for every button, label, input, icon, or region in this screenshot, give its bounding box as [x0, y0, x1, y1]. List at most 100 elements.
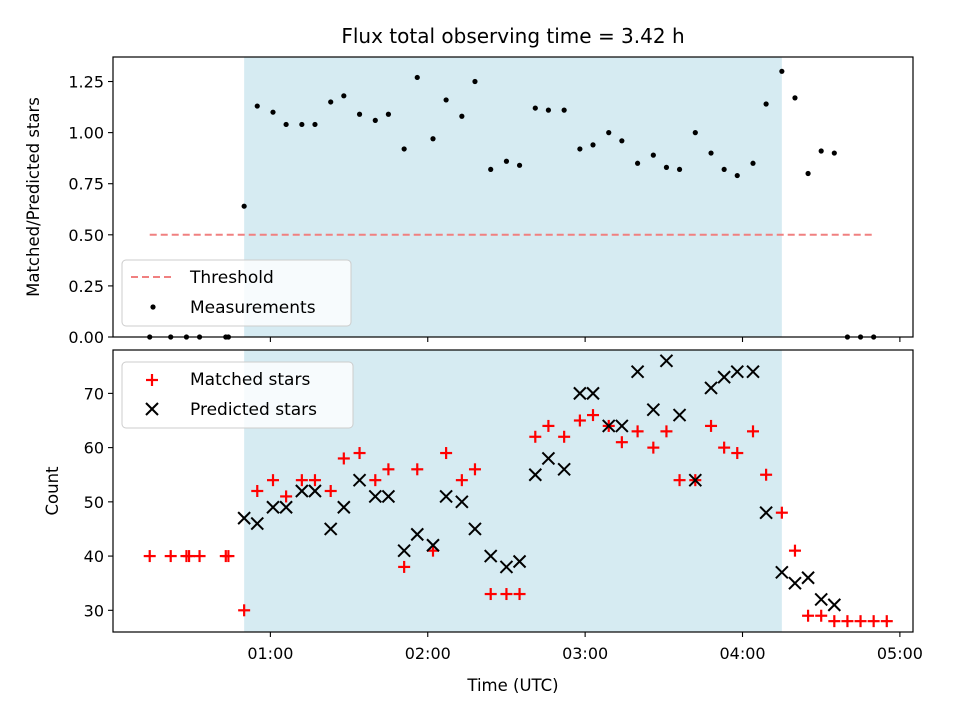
measurement-point: [459, 113, 465, 119]
measurement-point: [283, 121, 289, 128]
measurement-point: [650, 152, 656, 158]
x-axis-label: Time (UTC): [466, 676, 558, 695]
matched-star-marker: [513, 588, 526, 601]
measurement-point: [763, 101, 769, 107]
predicted-star-marker: [483, 549, 498, 563]
matched-star-marker: [867, 615, 880, 628]
top-y-tick-label: 0.25: [68, 277, 104, 296]
predicted-star-marker: [541, 451, 556, 466]
measurement-point: [561, 107, 567, 113]
matched-star-marker: [673, 474, 686, 487]
predicted-star-marker: [528, 468, 543, 482]
matched-legend-label: Matched stars: [190, 370, 310, 390]
predicted-star-marker: [688, 473, 703, 487]
measurement-point: [299, 121, 305, 128]
predicted-star-marker: [615, 419, 629, 433]
measurement-point: [372, 117, 378, 123]
matched-star-marker: [222, 550, 235, 563]
matched-star-marker: [500, 588, 513, 601]
predicted-star-marker: [468, 522, 482, 536]
bottom-panel: 30 40 50 60 70 01:00 02:00 03:00 04:00 05:00 Cou…: [43, 349, 923, 695]
measurement-point: [577, 146, 583, 152]
predicted-star-marker: [279, 500, 293, 514]
bottom-x-tick-label: 02:00: [405, 644, 451, 663]
matched-star-marker: [854, 615, 867, 628]
matched-star-marker: [267, 474, 279, 487]
measurements-legend-label: Measurements: [190, 298, 316, 318]
predicted-star-marker: [646, 402, 661, 417]
bottom-y-tick-label: 40: [84, 547, 104, 566]
measurement-point: [676, 166, 683, 173]
measurement-point: [532, 105, 538, 111]
predicted-star-marker: [323, 522, 338, 536]
matched-star-marker: [308, 474, 321, 487]
predicted-star-marker: [250, 516, 264, 531]
measurement-point: [341, 93, 347, 99]
bottom-y-tick-label: 50: [84, 493, 104, 512]
bottom-y-axis-label: Count: [43, 466, 62, 516]
measurement-point: [503, 158, 510, 164]
measurement-point: [663, 164, 670, 170]
predicted-star-marker: [455, 495, 469, 509]
matched-star-marker: [324, 485, 337, 497]
predicted-star-marker: [295, 484, 309, 498]
matched-star-marker: [411, 463, 424, 476]
matched-star-marker: [587, 409, 599, 422]
bottom-y-tick-label: 70: [84, 384, 104, 403]
predicted-star-marker: [586, 386, 600, 401]
matched-star-marker: [731, 447, 744, 460]
predicted-star-marker: [814, 592, 828, 607]
measurement-point: [831, 150, 837, 156]
predicted-star-marker: [672, 408, 687, 422]
measurement-point: [692, 130, 698, 136]
bottom-x-tick-label: 05:00: [877, 644, 923, 663]
measurement-point: [516, 162, 523, 168]
matched-star-marker: [815, 609, 828, 622]
predicted-star-marker: [426, 538, 440, 552]
predicted-star-marker: [266, 500, 280, 514]
matched-star-marker: [183, 550, 196, 563]
predicted-star-marker: [801, 571, 815, 585]
measurement-point: [328, 99, 334, 105]
top-y-axis-label: Matched/Predicted stars: [24, 97, 43, 297]
matched-star-marker: [238, 604, 251, 617]
measurement-point: [634, 160, 641, 166]
predicted-legend-swatch: [145, 402, 159, 416]
predicted-star-marker: [630, 364, 645, 379]
top-y-tick-label: 0.50: [68, 226, 104, 245]
bottom-legend-box: [121, 361, 354, 429]
matched-star-marker: [455, 474, 468, 487]
measurement-point: [792, 95, 798, 101]
matched-star-marker: [705, 419, 718, 432]
predicted-star-marker: [237, 511, 251, 525]
measurement-point: [312, 121, 318, 128]
matched-star-marker: [440, 447, 453, 460]
matched-star-marker: [468, 463, 481, 476]
measurement-point: [430, 136, 436, 142]
measurement-point: [385, 111, 392, 117]
matched-star-marker: [788, 544, 801, 557]
matched-star-marker: [164, 550, 177, 563]
measurement-point: [721, 166, 727, 173]
measurement-point: [414, 74, 420, 81]
top-plot-frame: [112, 56, 914, 338]
bottom-y-tick-label: 60: [84, 439, 104, 458]
measurements-legend-swatch: [150, 304, 156, 310]
measurement-point: [254, 103, 260, 109]
chart-title: Flux total observing time = 3.42 h: [341, 24, 684, 48]
predicted-star-marker: [308, 484, 322, 498]
measurement-point: [545, 107, 552, 113]
top-legend-box: [121, 259, 352, 327]
predicted-star-marker: [410, 527, 424, 542]
measurement-point: [401, 146, 407, 152]
measurement-point: [606, 130, 612, 136]
predicted-star-marker: [368, 489, 383, 504]
matched-star-marker: [251, 485, 264, 497]
predicted-star-marker: [337, 500, 351, 514]
predicted-star-marker: [827, 598, 842, 612]
predicted-legend-label: Predicted stars: [190, 400, 317, 420]
matched-star-marker: [398, 560, 411, 573]
matched-star-marker: [631, 425, 644, 438]
